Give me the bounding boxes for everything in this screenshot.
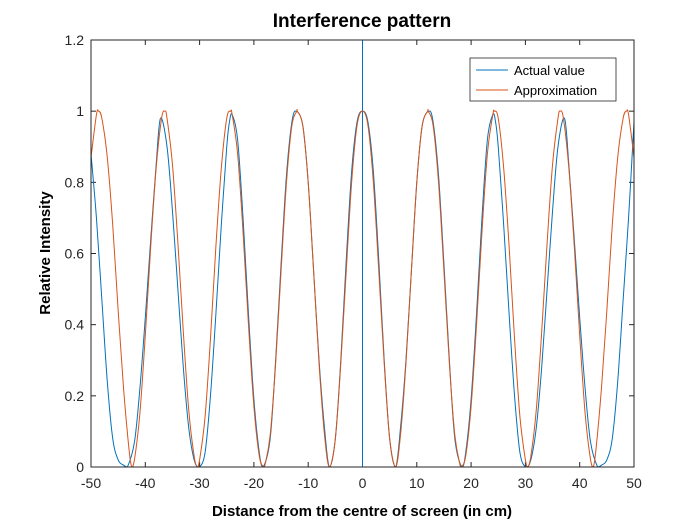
x-axis-label: Distance from the centre of screen (in c… bbox=[212, 503, 512, 520]
x-tick-label: -20 bbox=[244, 475, 264, 491]
x-tick-label: -10 bbox=[298, 475, 318, 491]
x-tick-label: -30 bbox=[189, 475, 209, 491]
legend-label-approximation: Approximation bbox=[514, 83, 597, 98]
legend-box bbox=[469, 57, 617, 102]
series-line-approximation bbox=[90, 108, 635, 468]
y-tick-label: 0.4 bbox=[65, 317, 85, 333]
y-tick-label: 1 bbox=[76, 103, 84, 119]
y-axis-label: Relative Intensity bbox=[37, 191, 54, 315]
y-tick-label: 1.2 bbox=[65, 32, 85, 48]
y-tick-label: 0.2 bbox=[65, 388, 85, 404]
x-tick-label: 40 bbox=[572, 475, 588, 491]
y-tick-label: 0.6 bbox=[65, 246, 85, 262]
chart-title: Interference pattern bbox=[273, 11, 451, 32]
x-tick-label: 10 bbox=[409, 475, 425, 491]
x-tick-label: -50 bbox=[81, 475, 101, 491]
legend-label-actual-value: Actual value bbox=[514, 63, 585, 78]
legend: Actual value Approximation bbox=[469, 57, 617, 102]
y-tick-label: 0.8 bbox=[65, 174, 85, 190]
x-tick-label: 30 bbox=[518, 475, 534, 491]
series-layer bbox=[90, 40, 635, 468]
plot-border bbox=[90, 39, 635, 468]
x-tick-label: 0 bbox=[359, 475, 367, 491]
x-tick-label: 50 bbox=[626, 475, 642, 491]
y-tick-label: 0 bbox=[76, 459, 84, 475]
x-tick-label: -40 bbox=[135, 475, 155, 491]
ticks-layer: -50 -40 -30 -20 -10 0 10 20 30 40 50 0 0.2 0.4 0.6 0.8 1… bbox=[65, 32, 642, 491]
x-tick-label: 20 bbox=[463, 475, 479, 491]
